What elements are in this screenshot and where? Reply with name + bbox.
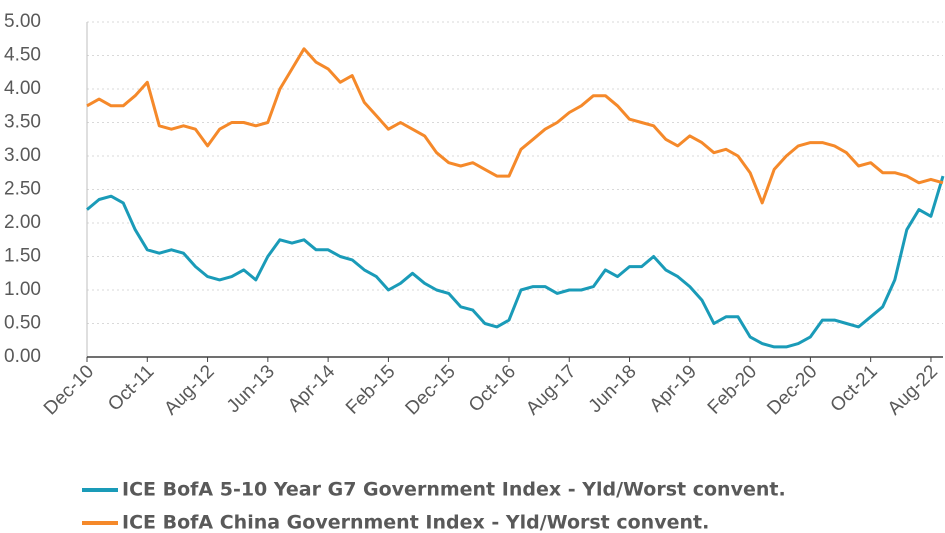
y-tick-label: 0.00 [4,346,41,367]
x-tick-label: Aug-22 [884,361,942,419]
y-tick-label: 0.50 [4,313,41,334]
x-tick-label: Oct-16 [465,361,520,416]
x-tick-label: Dec-10 [40,361,98,419]
x-tick-label: Oct-11 [104,361,158,415]
y-tick-label: 3.00 [4,145,41,166]
x-tick-label: Dec-20 [763,361,821,419]
y-tick-label: 1.50 [4,246,41,267]
x-tick-label: Apr-14 [284,361,339,416]
x-tick-label: Feb-20 [704,361,761,418]
x-tick-label: Apr-19 [646,361,701,416]
x-tick-label: Feb-15 [342,361,399,418]
y-tick-label: 2.50 [4,179,41,200]
x-tick-label: Jun-13 [223,361,279,417]
y-tick-label: 4.00 [4,78,41,99]
y-tick-label: 2.00 [4,212,41,233]
y-tick-label: 3.50 [4,112,41,133]
y-tick-label: 5.00 [4,11,41,32]
x-tick-label: Jun-18 [585,361,641,417]
series-line [86,47,944,205]
x-tick-label: Aug-12 [160,361,218,419]
series-line [86,175,945,349]
x-tick-label: Dec-15 [402,361,460,419]
legend-label: ICE BofA 5-10 Year G7 Government Index -… [122,479,786,501]
x-tick-label: Aug-17 [522,361,580,419]
y-tick-label: 1.00 [4,279,41,300]
legend-label: ICE BofA China Government Index - Yld/Wo… [122,512,709,533]
y-tick-label: 4.50 [4,45,41,66]
x-tick-label: Oct-21 [827,361,882,416]
